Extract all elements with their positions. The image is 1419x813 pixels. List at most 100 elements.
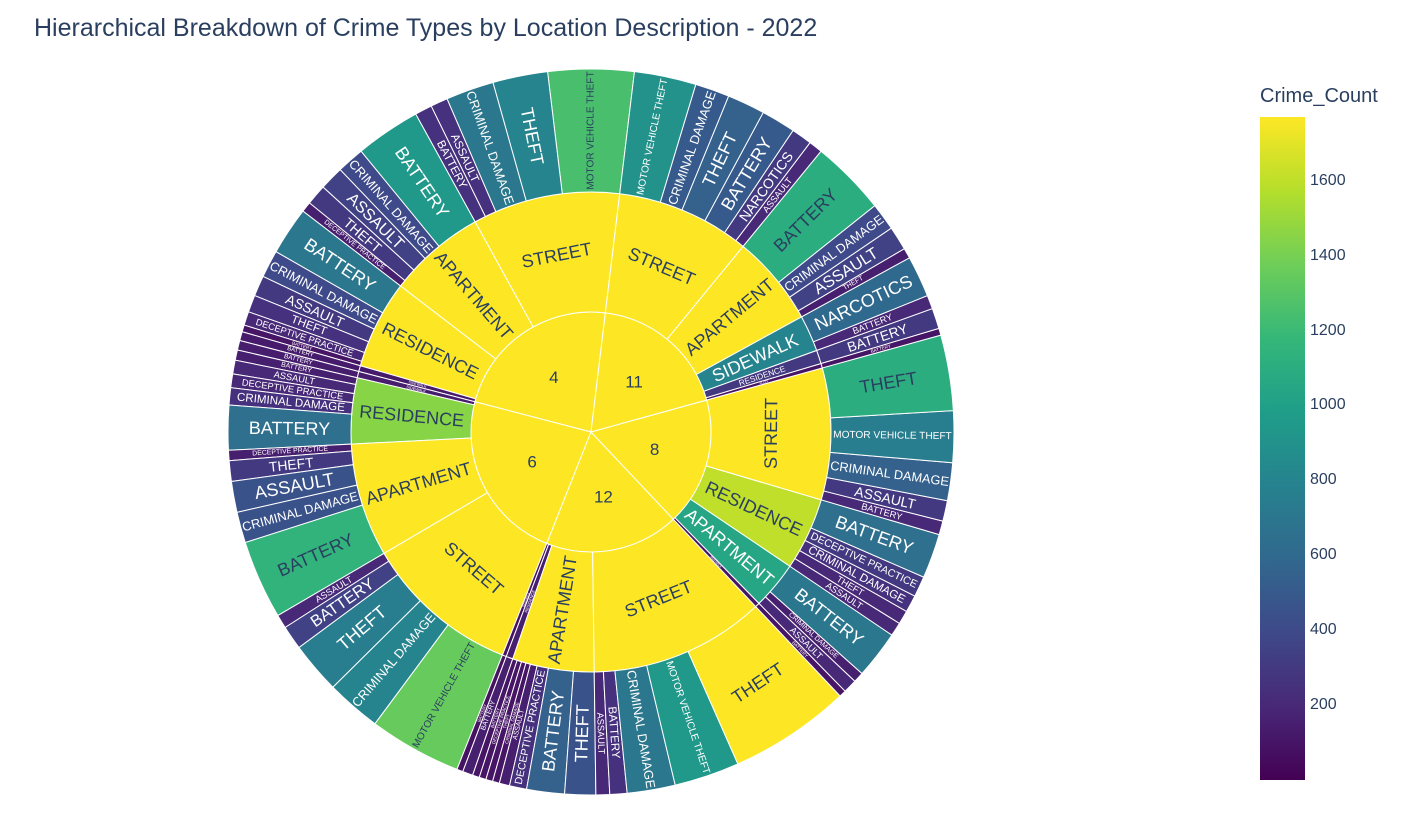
- sunburst-segment[interactable]: [262, 251, 384, 330]
- sunburst-segment[interactable]: [798, 539, 916, 613]
- sunburst-segment[interactable]: [764, 590, 863, 682]
- sunburst-label: BATTERY: [476, 703, 488, 723]
- sunburst-segment[interactable]: [800, 257, 929, 343]
- sunburst-segment[interactable]: [593, 671, 611, 796]
- sunburst-segment[interactable]: [804, 527, 925, 597]
- sunburst-label: MOTOR VEHICLE THEFT: [833, 430, 952, 443]
- sunburst-segment[interactable]: [742, 150, 876, 284]
- sunburst-label: STREET: [761, 398, 782, 469]
- sunburst-segment[interactable]: [498, 663, 538, 787]
- sunburst-segment[interactable]: [462, 655, 514, 776]
- sunburst-segment[interactable]: [687, 605, 841, 765]
- sunburst-segment[interactable]: [789, 557, 901, 636]
- sunburst-label: THEFT: [502, 713, 511, 729]
- sunburst-segment[interactable]: [228, 387, 354, 415]
- sunburst-label: DECEPTIVE PRACTICE: [252, 446, 329, 458]
- sunburst-segment[interactable]: [812, 294, 934, 352]
- sunburst-segment[interactable]: [446, 81, 527, 213]
- sunburst-segment[interactable]: [244, 504, 385, 617]
- sunburst-segment[interactable]: [230, 373, 355, 404]
- sunburst-segment[interactable]: [339, 150, 440, 260]
- colorbar: [1260, 117, 1305, 780]
- sunburst-segment[interactable]: [360, 113, 476, 248]
- sunburst-segment[interactable]: [619, 71, 697, 203]
- colorbar-title: Crime_Count: [1260, 85, 1378, 107]
- sunburst-segment[interactable]: [659, 83, 730, 211]
- sunburst-segment[interactable]: [704, 111, 794, 234]
- sunburst-segment[interactable]: [826, 451, 954, 502]
- sunburst-segment[interactable]: [525, 667, 575, 795]
- sunburst-segment[interactable]: [794, 549, 908, 625]
- sunburst-segment[interactable]: [646, 650, 739, 786]
- sunburst-label: SIDEWALK: [406, 384, 427, 394]
- sunburst-segment[interactable]: [302, 202, 406, 287]
- sunburst-segment[interactable]: [723, 129, 811, 242]
- sunburst-segment[interactable]: [236, 339, 360, 379]
- sunburst-segment[interactable]: [227, 404, 353, 451]
- sunburst-segment[interactable]: [227, 443, 353, 462]
- sunburst-segment[interactable]: [284, 560, 399, 649]
- chart-title: Hierarchical Breakdown of Crime Types by…: [34, 14, 818, 42]
- sunburst-segment[interactable]: [236, 484, 364, 544]
- sunburst-label: BATTERY: [870, 343, 891, 354]
- colorbar-tick: 200: [1310, 696, 1337, 714]
- sunburst-segment[interactable]: [681, 95, 764, 222]
- colorbar-tick: 800: [1310, 471, 1337, 489]
- sunburst-segment[interactable]: [430, 98, 497, 218]
- sunburst-segment[interactable]: [777, 204, 893, 298]
- sunburst-label: MOTOR VEHICLE THEFT: [586, 71, 597, 190]
- sunburst-label: THEFT: [268, 454, 315, 475]
- sunburst-segment[interactable]: [492, 71, 563, 202]
- sunburst-segment[interactable]: [816, 307, 940, 365]
- sunburst-label: 11: [625, 372, 643, 391]
- sunburst-segment[interactable]: [758, 596, 856, 692]
- sunburst-label: 12: [594, 487, 613, 506]
- sunburst-segment[interactable]: [243, 311, 366, 362]
- sunburst-segment[interactable]: [415, 105, 487, 223]
- sunburst-segment[interactable]: [508, 665, 549, 790]
- sunburst-segment[interactable]: [769, 565, 893, 675]
- sunburst-segment[interactable]: [275, 210, 402, 314]
- colorbar-tick: 1200: [1310, 321, 1346, 339]
- sunburst-segment[interactable]: [614, 664, 676, 794]
- sunburst-segment[interactable]: [821, 334, 954, 419]
- sunburst-label: ASSAULT: [595, 712, 606, 754]
- colorbar-tick: 1600: [1310, 171, 1346, 189]
- sunburst-segment[interactable]: [810, 499, 940, 578]
- sunburst-segment[interactable]: [234, 349, 358, 386]
- sunburst-segment[interactable]: [230, 464, 358, 513]
- sunburst-segment[interactable]: [374, 624, 504, 770]
- sunburst-label: BATTERY: [490, 707, 501, 728]
- colorbar-tick: 600: [1310, 546, 1337, 564]
- sunburst-segment[interactable]: [239, 331, 361, 373]
- sunburst-segment[interactable]: [797, 248, 911, 318]
- sunburst-label: 6: [527, 452, 536, 471]
- sunburst-segment[interactable]: [735, 141, 822, 248]
- sunburst-label: ALLEY: [759, 379, 769, 385]
- sunburst-label: BATTERY: [249, 418, 331, 439]
- sunburst-segment[interactable]: [308, 186, 415, 282]
- sunburst-label: SIDEWALK: [408, 380, 427, 389]
- sunburst-segment[interactable]: [820, 490, 944, 536]
- sunburst-segment[interactable]: [564, 670, 597, 796]
- sunburst-segment[interactable]: [823, 476, 949, 522]
- sunburst-label: THEFT: [571, 704, 593, 763]
- sunburst-segment[interactable]: [602, 670, 628, 796]
- sunburst-segment[interactable]: [277, 552, 390, 629]
- sunburst-segment[interactable]: [253, 275, 375, 343]
- sunburst-segment[interactable]: [298, 573, 422, 688]
- sunburst-label: BATTERY: [605, 706, 622, 759]
- sunburst-segment[interactable]: [247, 294, 370, 354]
- sunburst-segment[interactable]: [232, 359, 357, 395]
- sunburst-label: 8: [650, 440, 659, 459]
- sunburst-segment[interactable]: [788, 227, 906, 312]
- colorbar-tick: 1000: [1310, 396, 1346, 414]
- sunburst-segment[interactable]: [322, 168, 426, 271]
- sunburst-segment[interactable]: [228, 450, 354, 483]
- sunburst-label: SIDEWALK: [521, 592, 530, 608]
- sunburst-segment[interactable]: [829, 410, 955, 464]
- colorbar-tick: 400: [1310, 621, 1337, 639]
- colorbar-tick: 1400: [1310, 246, 1346, 264]
- sunburst-segment[interactable]: [332, 600, 449, 725]
